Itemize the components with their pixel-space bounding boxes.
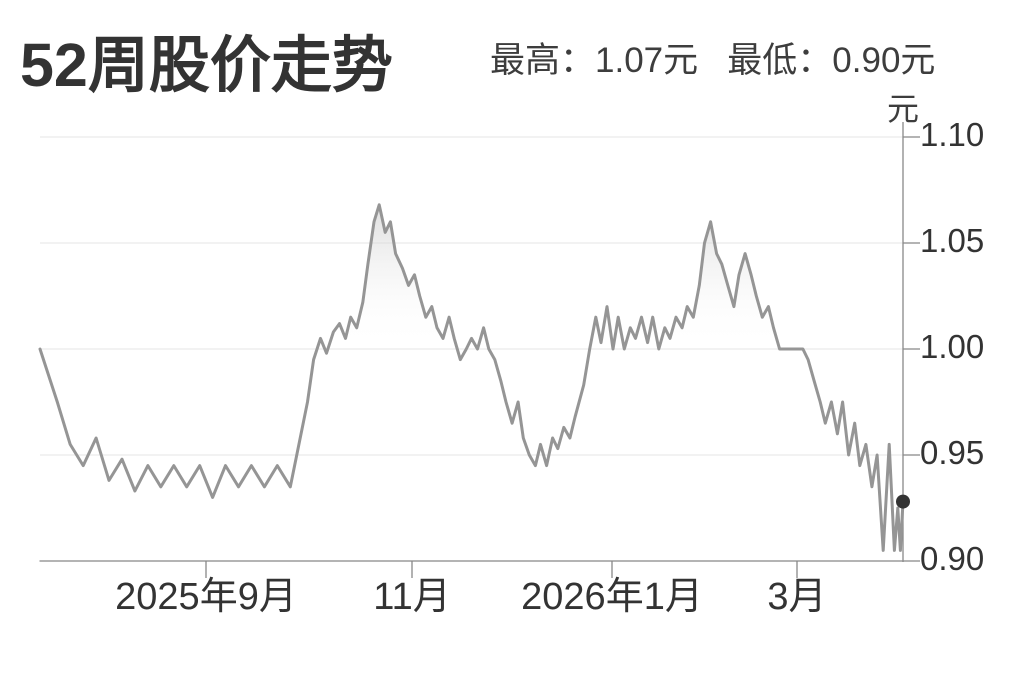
svg-text:1.05: 1.05 xyxy=(920,222,984,259)
svg-text:0.95: 0.95 xyxy=(920,434,984,471)
svg-text:2026年1月: 2026年1月 xyxy=(521,576,703,618)
svg-text:1.00: 1.00 xyxy=(920,328,984,365)
svg-text:1.10: 1.10 xyxy=(920,116,984,153)
svg-text:0.90: 0.90 xyxy=(920,540,984,577)
svg-text:2025年9月: 2025年9月 xyxy=(115,576,297,618)
svg-text:11月: 11月 xyxy=(373,576,450,618)
svg-text:3月: 3月 xyxy=(767,576,826,618)
